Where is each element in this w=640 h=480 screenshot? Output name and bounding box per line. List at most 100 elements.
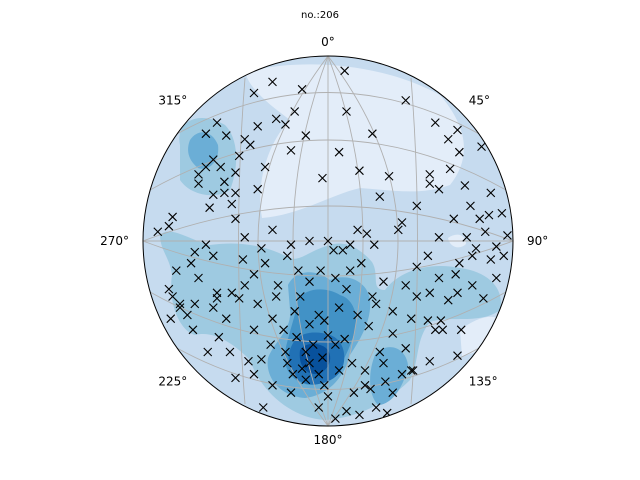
pole-point: [190, 299, 200, 309]
pole-point: [443, 134, 453, 144]
pole-point: [368, 292, 377, 301]
pole-point: [268, 225, 277, 235]
pole-point: [355, 166, 364, 176]
pole-point: [244, 356, 253, 366]
azimuth-label: 180°: [314, 433, 343, 447]
pole-point: [453, 288, 462, 298]
pole-point: [271, 114, 281, 124]
pole-point: [286, 145, 296, 155]
pole-point: [331, 273, 340, 283]
pole-point: [290, 107, 300, 116]
pole-point: [175, 299, 185, 309]
pole-point: [425, 179, 435, 189]
pole-point: [380, 377, 390, 386]
pole-point: [454, 258, 464, 268]
pole-point: [318, 353, 327, 362]
pole-point: [479, 293, 488, 303]
pole-point: [231, 188, 240, 198]
pole-point: [453, 125, 462, 135]
pole-point: [345, 240, 355, 250]
pole-point: [253, 121, 263, 131]
pole-point: [290, 306, 300, 316]
pole-point: [166, 314, 176, 324]
pole-point: [353, 310, 362, 320]
pole-point: [379, 277, 388, 287]
pole-point: [266, 340, 276, 349]
stereonet-primitive-circle: [142, 55, 514, 427]
pole-point: [245, 140, 255, 150]
pole-point: [331, 414, 340, 423]
pole-point: [456, 325, 466, 335]
pole-point: [480, 227, 490, 237]
pole-point: [231, 214, 240, 224]
pole-point: [462, 232, 472, 242]
pole-point: [436, 316, 446, 325]
pole-point: [323, 236, 333, 246]
pole-point: [366, 384, 375, 394]
azimuth-label: 225°: [158, 375, 187, 389]
pole-point: [220, 188, 229, 198]
pole-point: [301, 347, 311, 357]
pole-point: [208, 303, 218, 312]
pole-point: [412, 292, 422, 301]
density-level-6: [299, 343, 331, 375]
pole-point: [475, 214, 485, 224]
pole-point: [401, 343, 411, 353]
pole-point: [271, 292, 281, 301]
pole-point: [449, 214, 459, 224]
pole-point: [342, 406, 351, 416]
pole-point: [408, 366, 418, 375]
pole-point: [430, 118, 440, 127]
pole-point: [368, 129, 377, 139]
pole-point: [282, 251, 292, 261]
pole-point: [319, 380, 329, 390]
pole-point: [227, 288, 237, 298]
pole-point: [454, 147, 464, 157]
pole-point: [295, 292, 305, 301]
pole-point: [212, 288, 222, 298]
pole-point: [301, 375, 311, 385]
pole-point: [369, 240, 379, 250]
stereonet-plot-area: [143, 56, 513, 426]
pole-point: [221, 131, 231, 140]
pole-point: [342, 284, 351, 294]
pole-point: [305, 277, 314, 287]
pole-point: [445, 164, 455, 174]
pole-point: [281, 120, 290, 129]
pole-point: [477, 142, 486, 152]
pole-point: [318, 173, 327, 183]
chart-title: no.:206: [301, 10, 339, 21]
pole-point: [323, 392, 333, 401]
pole-point: [360, 366, 370, 375]
pole-point: [286, 388, 296, 398]
pole-point: [203, 347, 213, 357]
azimuth-label: 135°: [469, 375, 498, 389]
pole-point: [334, 366, 344, 375]
pole-point: [220, 177, 229, 187]
pole-point: [375, 192, 385, 201]
pole-point: [153, 227, 163, 237]
pole-point: [201, 129, 211, 139]
pole-point: [491, 242, 501, 251]
pole-point: [257, 244, 266, 253]
pole-point: [323, 330, 333, 340]
pole-point: [491, 273, 501, 283]
pole-point: [257, 355, 266, 364]
pole-point: [425, 170, 435, 179]
pole-point: [375, 347, 385, 357]
pole-point: [362, 229, 372, 238]
pole-point: [360, 380, 370, 390]
pole-point: [443, 295, 453, 305]
pole-point: [201, 240, 211, 250]
pole-point: [186, 258, 196, 268]
pole-point: [260, 258, 270, 268]
pole-point: [279, 325, 288, 335]
pole-point: [214, 332, 224, 342]
pole-point: [288, 369, 298, 379]
pole-point: [434, 273, 444, 283]
pole-point: [234, 293, 244, 303]
pole-point: [345, 266, 355, 275]
pole-point: [238, 255, 248, 264]
pole-point: [282, 358, 292, 368]
